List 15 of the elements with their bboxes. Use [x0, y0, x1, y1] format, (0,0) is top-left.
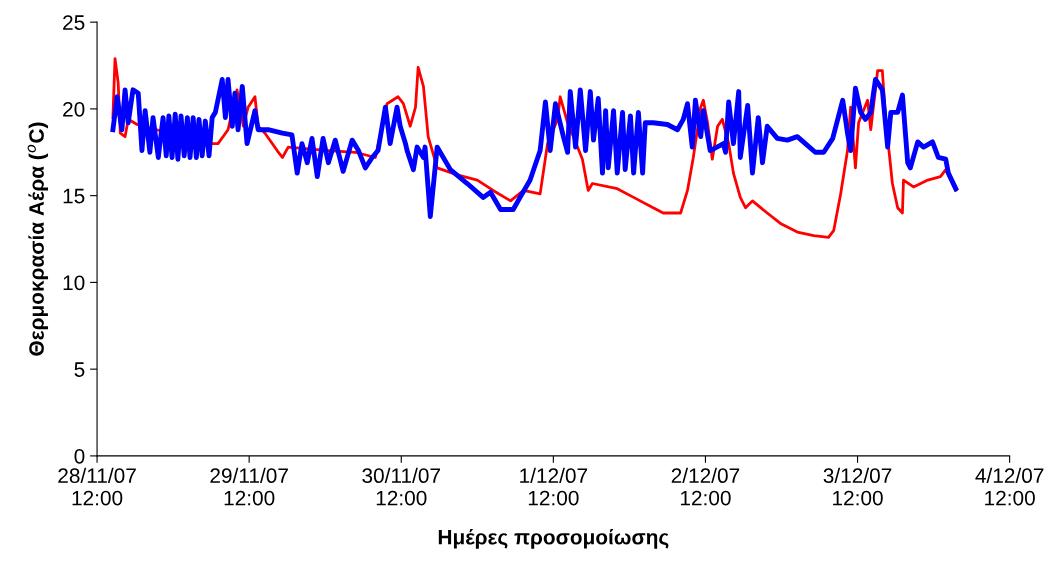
x-tick-label: 4/12/07 12:00 — [975, 467, 1044, 506]
x-tick-label: 30/11/07 12:00 — [362, 467, 440, 506]
x-axis-title: Ημέρες προσομοίωσης — [438, 529, 669, 549]
y-tick-label: 20 — [63, 101, 85, 117]
y-tick-label: 15 — [63, 188, 85, 204]
x-tick-label: 28/11/07 12:00 — [58, 467, 136, 506]
y-tick-label: 0 — [74, 448, 85, 464]
y-tick-label: 10 — [63, 275, 85, 291]
y-tick-label: 25 — [63, 15, 85, 30]
y-tick-label: 5 — [74, 362, 85, 377]
x-tick-label: 29/11/07 12:00 — [210, 467, 288, 506]
x-tick-label: 1/12/07 12:00 — [520, 467, 588, 506]
x-tick-label: 3/12/07 12:00 — [823, 467, 892, 506]
y-axis-title: Θερμοκρασία Αέρα ($^{o}$C) — [27, 122, 49, 356]
x-tick-label: 2/12/07 12:00 — [671, 467, 740, 506]
